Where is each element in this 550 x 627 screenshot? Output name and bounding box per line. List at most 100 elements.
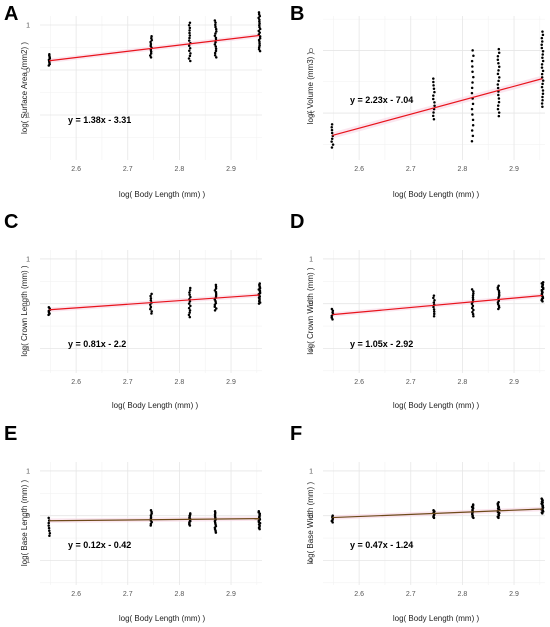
- data-point: [497, 501, 500, 504]
- data-point: [541, 33, 545, 37]
- point-group: [257, 509, 262, 531]
- panel-letter: C: [4, 211, 18, 233]
- data-point: [188, 31, 191, 35]
- x-tick-label: 2.8: [175, 166, 185, 173]
- regression-line: [49, 34, 260, 62]
- regression-line: [332, 508, 543, 519]
- data-point: [471, 70, 474, 74]
- regression-line: [332, 78, 543, 137]
- data-point: [541, 56, 544, 60]
- data-point: [541, 79, 545, 82]
- regression-equation: y = 0.12x - 0.42: [68, 540, 131, 550]
- data-point: [331, 514, 334, 517]
- data-point: [189, 52, 192, 55]
- x-tick-label: 2.6: [354, 166, 364, 173]
- data-point: [214, 287, 218, 290]
- data-point: [214, 21, 217, 24]
- data-point: [472, 314, 475, 318]
- point-group: [496, 47, 501, 118]
- data-point: [497, 47, 501, 51]
- data-point: [540, 72, 544, 76]
- data-point: [258, 24, 261, 27]
- data-point: [214, 25, 217, 29]
- x-tick-label: 2.7: [123, 379, 133, 386]
- data-point: [432, 509, 435, 512]
- data-point: [432, 97, 435, 101]
- data-point: [258, 22, 261, 25]
- data-point: [258, 49, 262, 53]
- data-point: [541, 30, 544, 33]
- panel-letter: D: [290, 211, 304, 233]
- data-point: [472, 308, 475, 312]
- y-tick-label: -1: [307, 558, 313, 565]
- y-tick-label: 0: [309, 301, 313, 308]
- y-tick-label: -1: [307, 346, 313, 353]
- data-point: [188, 34, 192, 37]
- data-point: [432, 312, 436, 316]
- panel-letter: A: [4, 3, 18, 25]
- data-point: [188, 29, 191, 32]
- data-point: [470, 288, 474, 291]
- data-point: [150, 312, 153, 315]
- data-point: [189, 304, 192, 308]
- data-point: [540, 63, 544, 66]
- data-point: [496, 86, 500, 90]
- panel-e: E 2.6 2.7 2.8 2.9 -1 0 1 y = 0.12x - 0.42 log( Bo…: [4, 423, 262, 623]
- data-point: [540, 102, 544, 105]
- x-tick-label: 2.7: [123, 166, 133, 173]
- point-group: [540, 497, 545, 515]
- regression-line: [332, 294, 543, 316]
- y-tick-label: -1: [24, 558, 30, 565]
- data-point: [471, 294, 475, 297]
- point-group: [496, 284, 501, 311]
- data-point: [471, 113, 474, 116]
- data-point: [432, 308, 436, 311]
- y-tick-label: -1: [24, 113, 30, 120]
- point-group: [330, 514, 335, 524]
- data-point: [471, 49, 474, 52]
- data-point: [472, 292, 475, 295]
- x-tick-label: 2.9: [226, 379, 236, 386]
- point-group: [47, 53, 52, 67]
- data-point: [471, 312, 475, 316]
- data-point: [497, 62, 500, 65]
- data-point: [188, 49, 191, 53]
- regression-equation: y = 1.05x - 2.92: [350, 339, 413, 349]
- data-point: [258, 282, 261, 285]
- data-point: [330, 128, 334, 132]
- data-point: [214, 32, 217, 35]
- data-point: [432, 310, 436, 313]
- data-point: [213, 303, 217, 307]
- data-point: [497, 65, 501, 69]
- data-point: [257, 12, 261, 16]
- x-tick-label: 2.8: [458, 379, 468, 386]
- data-point: [258, 20, 261, 23]
- data-point: [47, 306, 51, 309]
- x-tick-label: 2.8: [175, 591, 185, 598]
- y-tick-label: 1: [309, 468, 313, 475]
- data-point: [432, 87, 436, 91]
- data-point: [213, 289, 217, 292]
- point-group: [540, 280, 545, 303]
- data-point: [189, 295, 192, 299]
- x-tick-label: 2.6: [354, 591, 364, 598]
- data-point: [496, 107, 500, 111]
- x-axis-title: log( Body Length (mm) ): [112, 401, 199, 410]
- data-point: [213, 51, 217, 55]
- y-tick-label: 0: [26, 513, 30, 520]
- panel-letter: F: [290, 423, 302, 445]
- data-point: [149, 50, 153, 53]
- data-point: [432, 301, 436, 304]
- data-point: [330, 146, 334, 149]
- data-point: [258, 31, 261, 34]
- data-point: [497, 51, 501, 54]
- regression-equation: y = 0.81x - 2.2: [68, 339, 126, 349]
- data-point: [188, 291, 191, 294]
- data-point: [432, 294, 436, 297]
- data-point: [470, 86, 474, 90]
- data-point: [541, 59, 545, 63]
- data-point: [150, 36, 153, 40]
- data-point: [215, 30, 218, 33]
- data-point: [150, 35, 153, 38]
- data-point: [258, 42, 261, 45]
